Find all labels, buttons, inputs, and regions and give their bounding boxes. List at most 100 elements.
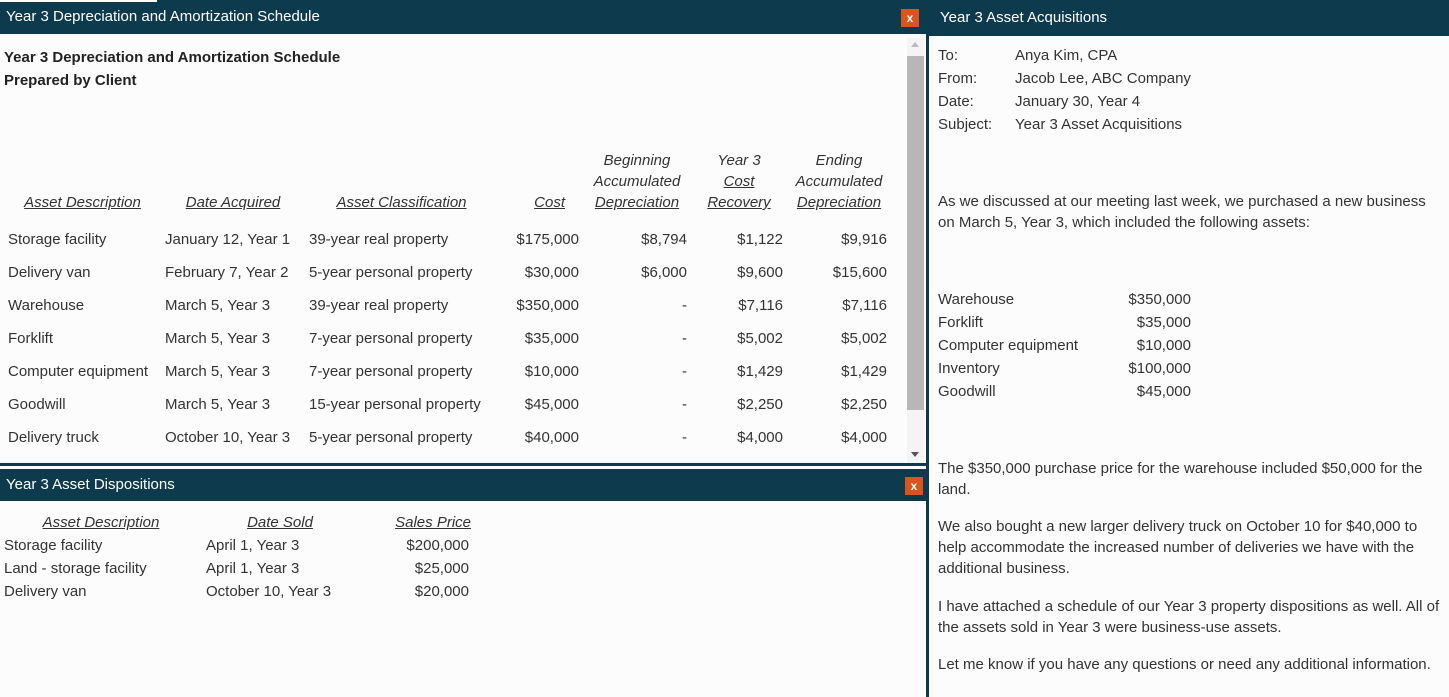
cell-recovery: $1,429: [737, 363, 783, 380]
asset-name: Inventory: [938, 360, 1000, 377]
cell-description: Delivery van: [4, 583, 87, 600]
dispositions-table: Asset Description Date Sold Sales Price …: [0, 511, 475, 603]
cell-classification: 39-year real property: [309, 231, 449, 248]
schedule-close-button[interactable]: x: [901, 9, 919, 27]
memo-key: Date:: [938, 93, 974, 110]
dispositions-titlebar[interactable]: Year 3 Asset Dispositions: [0, 469, 926, 501]
table-header-row: Asset Description Date Sold Sales Price: [0, 511, 475, 534]
beginning-line-3: Depreciation: [594, 194, 680, 211]
memo-value: Anya Kim, CPA: [1015, 47, 1118, 64]
schedule-heading-block: Year 3 Depreciation and Amortization Sch…: [4, 46, 340, 92]
cell-classification: 5-year personal property: [309, 264, 473, 281]
cell-cost: $40,000: [524, 429, 579, 446]
memo-value: Year 3 Asset Acquisitions: [1015, 116, 1183, 133]
cell-description: Delivery truck: [8, 429, 99, 446]
cell-recovery: $5,002: [737, 330, 783, 347]
cell-date: April 1, Year 3: [206, 560, 300, 577]
scroll-down-arrow-icon[interactable]: [911, 452, 919, 457]
cell-description: Storage facility: [4, 537, 103, 554]
cell-description: Delivery van: [8, 264, 91, 281]
scrollbar-thumb[interactable]: [907, 56, 924, 410]
col-ending-accumulated: Ending Accumulated Depreciation: [787, 148, 891, 223]
ending-line-1: Ending: [815, 152, 863, 169]
memo-intro-paragraph: As we discussed at our meeting last week…: [938, 193, 1426, 231]
schedule-heading: Year 3 Depreciation and Amortization Sch…: [4, 49, 341, 66]
col-date-acquired: Date Acquired: [185, 194, 281, 211]
cell-recovery: $1,122: [737, 231, 783, 248]
list-item: Forklift $35,000: [938, 311, 1191, 334]
list-item: Inventory $100,000: [938, 357, 1191, 380]
table-row: Delivery van October 10, Year 3 $20,000: [0, 580, 475, 603]
memo-window-title: Year 3 Asset Acquisitions: [940, 9, 1108, 26]
asset-name: Computer equipment: [938, 337, 1079, 354]
cell-beginning: $8,794: [641, 231, 687, 248]
cell-ending: $9,916: [841, 231, 887, 248]
cell-beginning: -: [682, 330, 687, 347]
cell-description: Computer equipment: [8, 363, 149, 380]
table-header-row: Asset Description Date Acquired Asset Cl…: [0, 148, 891, 223]
asset-value: $45,000: [1136, 383, 1191, 400]
cell-beginning: -: [682, 429, 687, 446]
dispositions-close-button[interactable]: x: [905, 477, 923, 495]
col-date-sold: Date Sold: [247, 514, 313, 531]
dispositions-window-title: Year 3 Asset Dispositions: [6, 476, 175, 493]
cell-classification: 7-year personal property: [309, 330, 473, 347]
cell-recovery: $9,600: [737, 264, 783, 281]
cell-ending: $1,429: [841, 363, 887, 380]
cell-description: Forklift: [8, 330, 53, 347]
cell-date: January 12, Year 1: [165, 231, 291, 248]
table-row: Delivery van February 7, Year 2 5-year p…: [0, 256, 891, 289]
cell-cost: $45,000: [524, 396, 579, 413]
cell-cost: $350,000: [516, 297, 579, 314]
asset-value: $10,000: [1136, 337, 1191, 354]
cell-date: April 1, Year 3: [206, 537, 300, 554]
cell-date: October 10, Year 3: [165, 429, 291, 446]
memo-header: To: Anya Kim, CPA From: Jacob Lee, ABC C…: [938, 44, 1443, 136]
cell-beginning: -: [682, 297, 687, 314]
cell-ending: $4,000: [841, 429, 887, 446]
cell-cost: $35,000: [524, 330, 579, 347]
cell-classification: 5-year personal property: [309, 429, 473, 446]
table-row: Forklift March 5, Year 3 7-year personal…: [0, 322, 891, 355]
cell-classification: 7-year personal property: [309, 363, 473, 380]
cell-ending: $5,002: [841, 330, 887, 347]
cell-cost: $175,000: [516, 231, 579, 248]
list-item: Warehouse $350,000: [938, 288, 1191, 311]
schedule-titlebar[interactable]: Year 3 Depreciation and Amortization Sch…: [0, 0, 926, 34]
cell-cost: $10,000: [524, 363, 579, 380]
cell-date: March 5, Year 3: [165, 363, 271, 380]
asset-value: $100,000: [1128, 360, 1191, 377]
memo-titlebar[interactable]: Year 3 Asset Acquisitions: [929, 0, 1449, 36]
memo-land-paragraph: The $350,000 purchase price for the ware…: [938, 460, 1423, 498]
ending-line-3: Depreciation: [796, 194, 882, 211]
table-row: Storage facility January 12, Year 1 39-y…: [0, 223, 891, 256]
col-asset-classification: Asset Classification: [336, 194, 467, 211]
asset-name: Forklift: [938, 314, 983, 331]
memo-header-subject: Subject: Year 3 Asset Acquisitions: [938, 113, 1191, 136]
cell-description: Goodwill: [8, 396, 66, 413]
col-disp-description: Asset Description: [42, 514, 160, 531]
cell-description: Land - storage facility: [4, 560, 147, 577]
memo-key: Subject:: [938, 116, 993, 133]
cell-date: March 5, Year 3: [165, 330, 271, 347]
col-cost-recovery: Year 3 Cost Recovery: [691, 148, 787, 223]
cell-recovery: $7,116: [738, 297, 783, 314]
cell-price: $200,000: [406, 537, 469, 554]
recovery-line-2: Cost: [723, 173, 755, 190]
memo-header-table: To: Anya Kim, CPA From: Jacob Lee, ABC C…: [938, 44, 1191, 136]
memo-header-date: Date: January 30, Year 4: [938, 90, 1191, 113]
recovery-line-1: Year 3: [717, 152, 761, 169]
memo-header-from: From: Jacob Lee, ABC Company: [938, 67, 1191, 90]
memo-truck-paragraph: We also bought a new larger delivery tru…: [938, 518, 1418, 577]
cell-cost: $30,000: [524, 264, 579, 281]
memo-key: To:: [938, 47, 959, 64]
table-row: Computer equipment March 5, Year 3 7-yea…: [0, 355, 891, 388]
memo-closing-paragraph: Let me know if you have any questions or…: [938, 656, 1431, 673]
cell-ending: $7,116: [842, 297, 887, 314]
beginning-line-2: Accumulated: [593, 173, 681, 190]
memo-dispositions-paragraph: I have attached a schedule of our Year 3…: [938, 598, 1440, 636]
cell-classification: 39-year real property: [309, 297, 449, 314]
scroll-up-arrow-icon[interactable]: [911, 42, 919, 47]
asset-value: $35,000: [1136, 314, 1191, 331]
asset-name: Warehouse: [938, 291, 1015, 308]
